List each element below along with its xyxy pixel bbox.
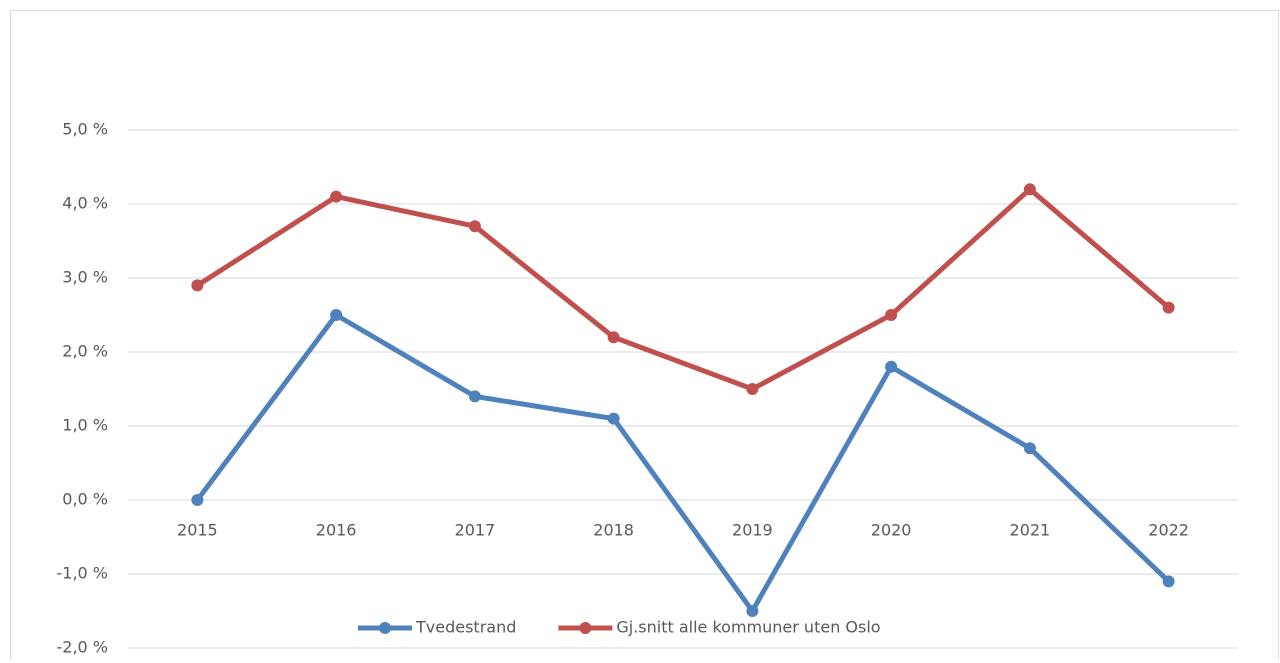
x-tick-label: 2018 <box>593 521 634 540</box>
series-line <box>196 186 1171 392</box>
point <box>1023 183 1036 196</box>
point <box>1162 575 1175 588</box>
point <box>1162 301 1175 314</box>
y-tick-label: -1,0 % <box>56 564 108 583</box>
point <box>607 331 620 344</box>
point <box>746 605 759 617</box>
y-tick-label: 3,0 % <box>62 268 108 287</box>
x-tick-label: 2019 <box>732 521 773 540</box>
legend-marker <box>579 622 592 634</box>
x-tick-label: 2016 <box>316 521 357 540</box>
legend-marker <box>379 622 391 634</box>
point <box>1023 442 1036 455</box>
y-tick-label: 1,0 % <box>62 416 108 435</box>
series-line <box>195 312 1171 614</box>
y-tick-label: 0,0 % <box>62 490 108 509</box>
x-tick-label: 2017 <box>455 521 496 540</box>
point <box>746 383 759 395</box>
x-tick-label: 2022 <box>1148 521 1189 540</box>
point <box>468 220 481 233</box>
x-tick-label: 2021 <box>1010 521 1051 540</box>
y-tick-label: 5,0 % <box>62 120 108 139</box>
point <box>885 360 898 373</box>
point <box>885 309 898 321</box>
legend-label: Tvedestrand <box>415 618 516 637</box>
point <box>191 279 204 292</box>
y-tick-label: -2,0 % <box>56 638 108 657</box>
point <box>191 494 204 506</box>
y-tick-label: 4,0 % <box>62 194 108 213</box>
x-tick-label: 2020 <box>871 521 912 540</box>
point <box>468 390 481 403</box>
point <box>330 309 343 321</box>
point <box>607 412 620 425</box>
x-tick-label: 2015 <box>177 521 218 540</box>
chart-frame <box>10 10 1279 663</box>
point <box>330 190 343 203</box>
legend-label: Gj.snitt alle kommuner uten Oslo <box>616 618 880 637</box>
y-tick-label: 2,0 % <box>62 342 108 361</box>
